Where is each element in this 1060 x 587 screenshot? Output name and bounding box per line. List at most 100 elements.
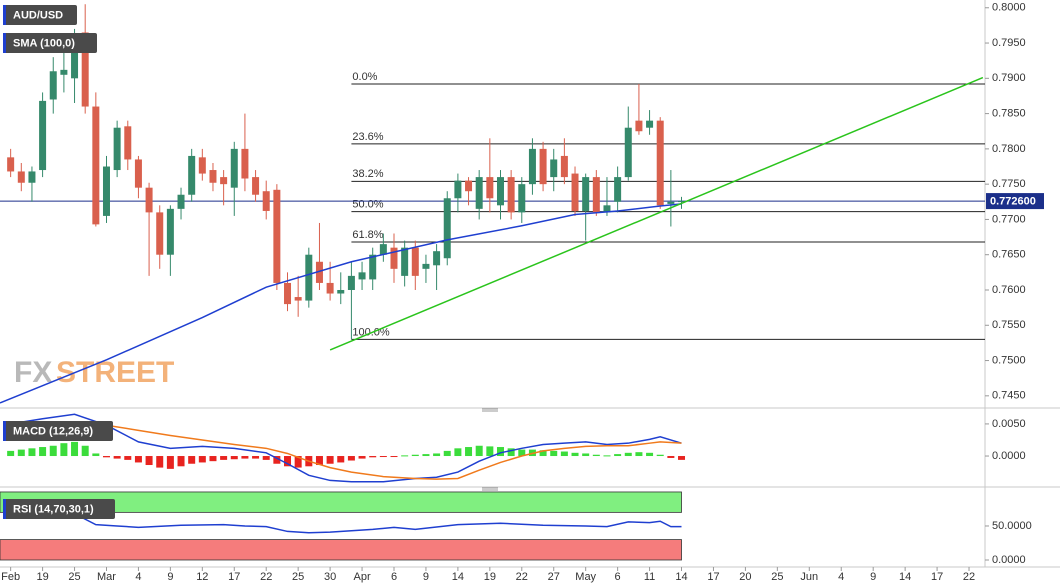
macd-histogram-bar xyxy=(7,450,15,457)
label-box xyxy=(3,421,113,441)
y-tick-label: 0.0050 xyxy=(992,418,1026,430)
x-tick-label: 17 xyxy=(228,571,240,583)
macd-histogram-bar xyxy=(230,456,238,460)
x-tick-label: 14 xyxy=(675,571,687,583)
macd-histogram-bar xyxy=(614,454,622,457)
macd-histogram-bar xyxy=(369,456,377,458)
macd-histogram-bar xyxy=(273,456,281,464)
x-tick-label: 14 xyxy=(452,571,464,583)
main-plot: 0.0%23.6%38.2%50.0%61.8%100.0% xyxy=(0,4,985,404)
label-stripe xyxy=(3,33,6,53)
candle-body xyxy=(294,297,302,301)
y-tick-label: 0.0000 xyxy=(992,554,1026,566)
candle-body xyxy=(166,208,174,255)
x-tick-label: 22 xyxy=(963,571,975,583)
candle-body xyxy=(92,106,100,225)
x-tick-label: 9 xyxy=(870,571,876,583)
macd-histogram-bar xyxy=(102,456,110,458)
macd-histogram-bar xyxy=(678,456,686,460)
x-tick-label: 20 xyxy=(739,571,751,583)
macd-histogram-bar xyxy=(92,453,100,457)
y-tick-label: 0.7600 xyxy=(992,284,1026,296)
candle-body xyxy=(592,177,600,213)
x-tick-label: 19 xyxy=(484,571,496,583)
x-tick-label: Mar xyxy=(97,571,116,583)
candle-body xyxy=(571,173,579,211)
candle-body xyxy=(262,191,270,211)
candle-body xyxy=(49,71,57,100)
macd-histogram-bar xyxy=(252,456,260,459)
candle-body xyxy=(401,247,409,276)
watermark: FX xyxy=(14,356,52,389)
label-stripe xyxy=(3,421,6,441)
macd-histogram-bar xyxy=(284,456,292,467)
trendline xyxy=(329,76,984,351)
x-tick-label: 25 xyxy=(771,571,783,583)
macd-histogram-bar xyxy=(507,448,515,457)
macd-histogram-bar xyxy=(326,456,334,464)
macd-histogram-bar xyxy=(401,455,409,457)
last-price-box xyxy=(986,193,1044,210)
panel-grip[interactable] xyxy=(482,408,498,491)
label-box xyxy=(3,33,97,53)
x-tick-label: Feb xyxy=(1,571,20,583)
x-tick-label: 4 xyxy=(838,571,844,583)
candle-body xyxy=(17,171,25,183)
candle-body xyxy=(603,205,611,213)
candle-body xyxy=(507,177,515,213)
macd-histogram-bar xyxy=(198,456,206,463)
macd-histogram-bar xyxy=(656,454,664,457)
candle-body xyxy=(539,148,547,185)
rsi-line xyxy=(10,511,682,534)
candle-body xyxy=(422,263,430,269)
x-tick-label: May xyxy=(575,571,596,583)
x-tick-label: Apr xyxy=(353,571,370,583)
candle-body xyxy=(305,254,313,301)
macd-histogram-bar xyxy=(635,452,643,457)
candle-body xyxy=(60,69,68,75)
y-tick-label: 0.7700 xyxy=(992,213,1026,225)
macd-histogram-bar xyxy=(624,452,632,457)
candle-body xyxy=(241,148,249,179)
sma-line xyxy=(0,203,682,404)
macd-histogram-bar xyxy=(422,454,430,457)
candle-body xyxy=(369,254,377,280)
x-tick-label: 9 xyxy=(423,571,429,583)
macd-histogram-bar xyxy=(145,456,153,466)
macd-histogram-bar xyxy=(134,456,142,463)
y-tick-label: 0.7550 xyxy=(992,319,1026,331)
candle-body xyxy=(614,177,622,202)
macd-histogram-bar xyxy=(347,456,355,461)
y-tick-label: 0.7450 xyxy=(992,390,1026,402)
candle-body xyxy=(624,127,632,178)
macd-histogram-bar xyxy=(315,456,323,466)
label-stripe xyxy=(3,5,6,25)
candle-body xyxy=(347,275,355,290)
panel-title: AUD/USD xyxy=(13,9,63,21)
candle-body xyxy=(486,177,494,199)
x-tick-label: 17 xyxy=(931,571,943,583)
macd-histogram-bar xyxy=(379,456,387,458)
panel-title: SMA (100,0) xyxy=(13,37,75,49)
macd-histogram-bar xyxy=(60,443,68,457)
candle-body xyxy=(358,272,366,280)
macd-histogram-bar xyxy=(496,447,504,457)
label-box xyxy=(3,499,115,519)
candle-body xyxy=(411,247,419,276)
x-tick-label: 30 xyxy=(324,571,336,583)
y-tick-label: 0.7750 xyxy=(992,178,1026,190)
x-tick-label: Jun xyxy=(800,571,818,583)
candle-body xyxy=(315,261,323,283)
candle-body xyxy=(646,120,654,128)
candle-body xyxy=(443,198,451,259)
macd-histogram-bar xyxy=(177,456,185,467)
y-tick-label: 0.7500 xyxy=(992,354,1026,366)
candle-body xyxy=(390,247,398,269)
candle-body xyxy=(656,120,664,206)
candle-body xyxy=(475,177,483,209)
candle-body xyxy=(134,159,142,188)
label-stripe xyxy=(3,499,6,519)
y-tick-label: 0.8000 xyxy=(992,2,1026,14)
